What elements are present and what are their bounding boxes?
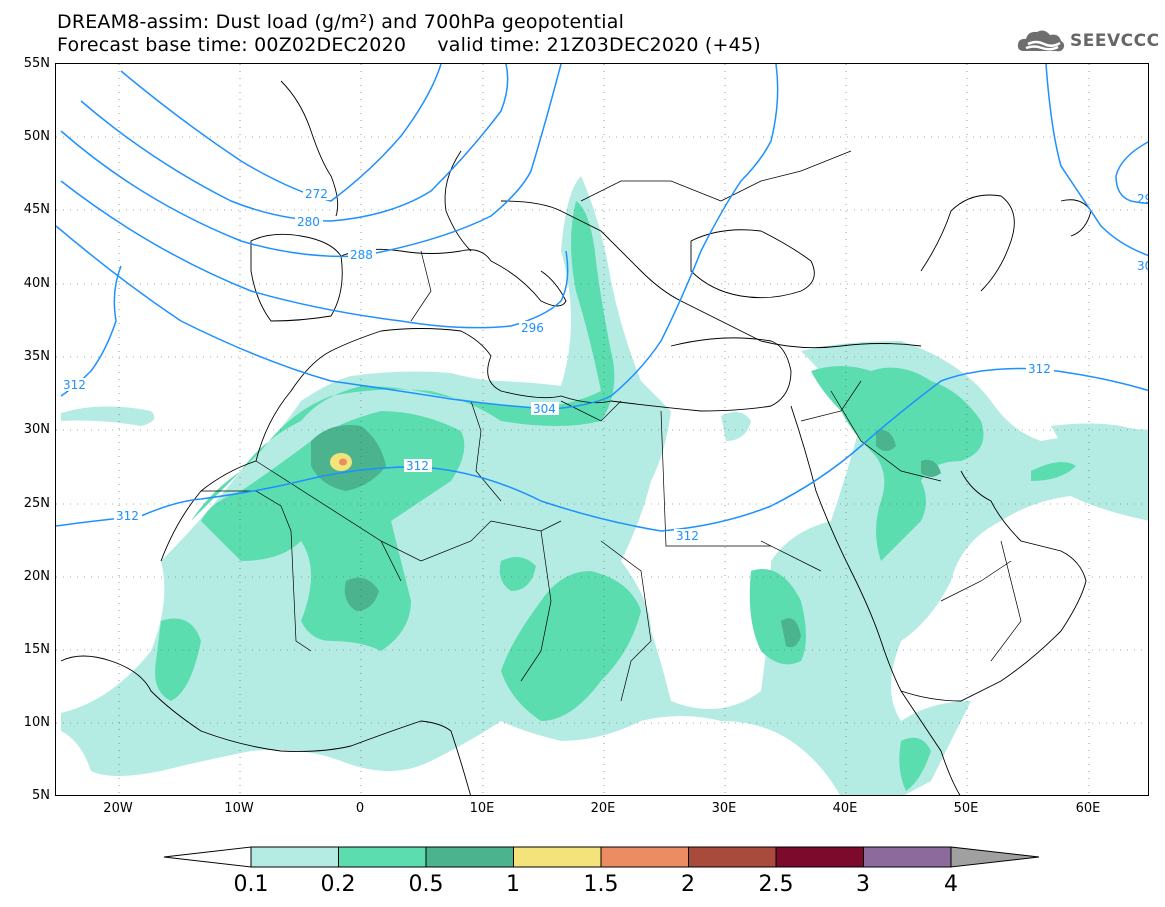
colorbar xyxy=(163,846,1040,868)
lon-label-60e: 60E xyxy=(1075,801,1101,816)
lon-label-30e: 30E xyxy=(711,801,737,816)
colorbar-box xyxy=(863,846,952,868)
contour-label-312-a: 312 xyxy=(406,459,429,473)
country-borders xyxy=(201,150,1022,702)
map-frame: 272 280 288 296 304 312 312 312 312 312 … xyxy=(55,63,1149,796)
colorbar-label-0.5: 0.5 xyxy=(408,872,444,897)
colorbar-label-4: 4 xyxy=(944,872,958,897)
colorbar-box xyxy=(600,846,689,868)
lon-label-40e: 40E xyxy=(832,801,858,816)
colorbar-label-3: 3 xyxy=(856,872,870,897)
lat-label-10n: 10N xyxy=(23,715,50,730)
contour-label-304: 304 xyxy=(533,402,556,416)
map-title: DREAM8-assim: Dust load (g/m²) and 700hP… xyxy=(57,11,625,33)
dust-hotspot xyxy=(330,453,352,471)
lon-label-10e: 10E xyxy=(469,801,495,816)
contour-label-288: 288 xyxy=(350,248,373,262)
lat-label-45n: 45N xyxy=(23,202,50,217)
colorbar-label-2.5: 2.5 xyxy=(758,872,794,897)
lat-label-50n: 50N xyxy=(23,129,50,144)
contour-label-272: 272 xyxy=(305,187,328,201)
contour-label-group: 272 280 288 296 304 312 312 312 312 312 … xyxy=(61,187,1149,543)
colorbar-label-1: 1 xyxy=(506,872,520,897)
lon-label-20e: 20E xyxy=(590,801,616,816)
lat-label-35n: 35N xyxy=(23,349,50,364)
contour-label-312-b: 312 xyxy=(116,509,139,523)
colorbar-box xyxy=(338,846,427,868)
lat-label-40n: 40N xyxy=(23,276,50,291)
colorbar-label-0.2: 0.2 xyxy=(320,872,356,897)
lon-label-50e: 50E xyxy=(953,801,979,816)
lon-label-20w: 20W xyxy=(103,801,133,816)
cloud-icon xyxy=(1017,30,1065,52)
colorbar-box xyxy=(775,846,864,868)
colorbar-lower-arrow xyxy=(163,846,252,868)
colorbar-label-0.1: 0.1 xyxy=(233,872,269,897)
lat-label-5n: 5N xyxy=(32,788,50,803)
contour-label-312-e: 312 xyxy=(63,378,86,392)
colorbar-upper-arrow xyxy=(950,846,1040,868)
lon-label-0: 0 xyxy=(355,801,365,816)
coastlines xyxy=(60,80,1092,795)
contour-label-304-edge: 304 xyxy=(1137,259,1149,273)
lat-label-30n: 30N xyxy=(23,422,50,437)
contour-label-296: 296 xyxy=(521,321,544,335)
lon-label-10w: 10W xyxy=(224,801,254,816)
colorbar-label-1.5: 1.5 xyxy=(583,872,619,897)
logo-text: SEEVCCC xyxy=(1070,31,1160,51)
forecast-time-subtitle: Forecast base time: 00Z02DEC2020 valid t… xyxy=(57,34,761,56)
lat-label-15n: 15N xyxy=(23,642,50,657)
colorbar-label-2: 2 xyxy=(681,872,695,897)
colorbar-box xyxy=(425,846,514,868)
colorbar-box xyxy=(513,846,602,868)
seevccc-logo: SEEVCCC xyxy=(1016,26,1160,56)
graticule xyxy=(56,64,1148,795)
contour-label-280: 280 xyxy=(297,215,320,229)
contour-label-312-d: 312 xyxy=(1028,362,1051,376)
contour-label-312-c: 312 xyxy=(676,529,699,543)
colorbar-box xyxy=(688,846,777,868)
colorbar-box xyxy=(250,846,339,868)
contour-label-296-edge: 296 xyxy=(1137,192,1149,206)
dust-layer-0.2 xyxy=(155,201,1076,791)
lat-label-25n: 25N xyxy=(23,496,50,511)
lat-label-20n: 20N xyxy=(23,569,50,584)
dust-map: 272 280 288 296 304 312 312 312 312 312 … xyxy=(56,64,1149,795)
lat-label-55n: 55N xyxy=(23,56,50,71)
